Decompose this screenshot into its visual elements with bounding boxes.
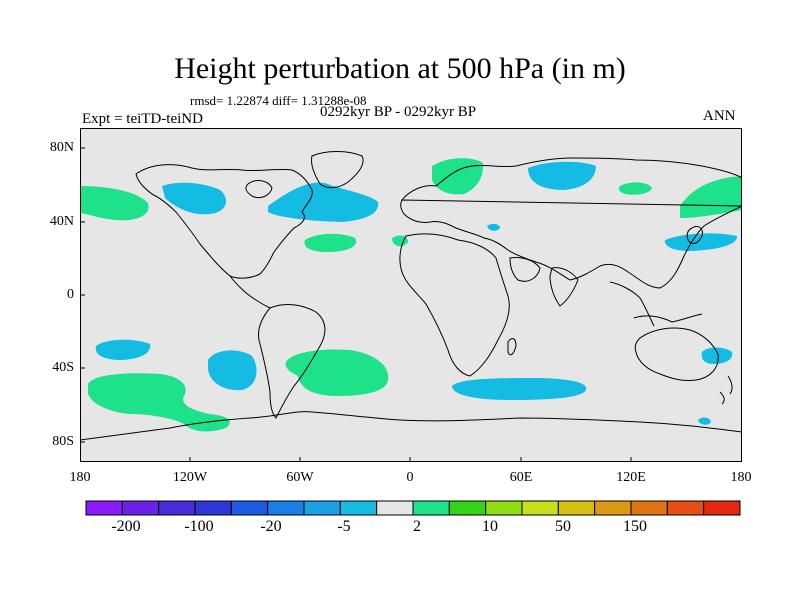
coast-greenland <box>311 151 364 189</box>
lon-label: 120E <box>616 470 646 485</box>
anomaly-region <box>88 373 230 432</box>
colorbar-label: 2 <box>413 518 421 535</box>
stats-text: rmsd= 1.22874 diff= 1.31288e-08 <box>190 93 367 108</box>
period-label: 0292kyr BP - 0292kyr BP <box>320 104 477 120</box>
anomaly-region <box>392 235 408 247</box>
colorbar-label: 10 <box>482 518 498 535</box>
colorbar-label: 150 <box>623 518 647 535</box>
coast-new-zealand <box>719 375 733 405</box>
coast-se-asia <box>609 281 703 327</box>
colorbar-label: -200 <box>111 518 141 535</box>
colorbar-cell <box>158 500 196 516</box>
colorbar-label: -20 <box>260 518 282 535</box>
anomaly-region <box>528 161 596 190</box>
anomaly-region <box>452 378 587 400</box>
coast-arabia <box>509 257 541 282</box>
colorbar-cell <box>303 500 341 516</box>
colorbar-cell <box>630 500 668 516</box>
coast-central-america <box>229 275 271 309</box>
axis-ticks <box>80 147 632 462</box>
anomaly-region <box>664 233 738 251</box>
lat-label: 40N <box>49 214 74 229</box>
anomaly-region <box>208 350 257 391</box>
lon-label: 60E <box>509 470 533 485</box>
anomaly-region <box>701 347 733 364</box>
anomaly-region <box>268 182 379 222</box>
colorbar-label: 50 <box>555 518 571 535</box>
anomaly-layer <box>80 158 742 432</box>
season-label: ANN <box>703 108 736 124</box>
colorbar-cell <box>230 500 269 516</box>
colorbar-label: -100 <box>184 518 214 535</box>
coast-japan <box>686 225 703 244</box>
lat-label: 80N <box>49 140 74 155</box>
coast-hudson-bay <box>245 180 273 199</box>
lon-label: 180 <box>69 470 91 485</box>
colorbar-cell <box>376 500 414 516</box>
colorbar-cell <box>121 500 160 516</box>
coast-north-america <box>135 164 313 279</box>
colorbar <box>85 500 741 516</box>
coast-antarctica <box>80 411 742 441</box>
coast-australia <box>634 327 719 381</box>
coast-south-america <box>257 304 326 419</box>
colorbar-cell <box>557 500 596 516</box>
anomaly-region <box>619 182 652 195</box>
lat-label: 40S <box>52 360 74 375</box>
colorbar-cell <box>666 500 705 516</box>
lon-label: 180 <box>730 470 752 485</box>
colorbar-cell <box>339 500 378 516</box>
colorbar-cell <box>412 500 450 516</box>
anomaly-region <box>432 158 484 195</box>
anomaly-region <box>95 339 151 360</box>
colorbar-cell <box>485 500 523 516</box>
colorbar-cell <box>594 500 632 516</box>
anomaly-region <box>80 186 149 221</box>
coast-india <box>549 267 579 307</box>
anomaly-region <box>162 182 226 215</box>
coast-europe-asia <box>400 157 742 289</box>
anomaly-region <box>698 417 711 425</box>
anomaly-region <box>304 233 357 252</box>
lon-label: 60W <box>286 470 314 485</box>
colorbar-cell <box>194 500 232 516</box>
colorbar-cell <box>448 500 487 516</box>
lat-label: 80S <box>52 434 74 449</box>
colorbar-cell <box>85 500 123 516</box>
lat-label: 0 <box>67 287 74 302</box>
coastlines <box>80 151 742 441</box>
colorbar-cell <box>703 500 741 516</box>
map-panel <box>80 128 742 462</box>
colorbar-label: -5 <box>337 518 351 535</box>
plot-title: Height perturbation at 500 hPa (in m) <box>174 52 626 85</box>
lon-label: 120W <box>172 470 208 485</box>
anomaly-region <box>680 176 742 218</box>
colorbar-cell <box>267 500 305 516</box>
experiment-label: Expt = teiTD-teiND <box>82 111 203 127</box>
coast-madagascar <box>507 338 517 356</box>
lon-label: 0 <box>406 470 414 485</box>
coast-africa <box>399 233 510 377</box>
anomaly-region <box>487 223 500 231</box>
colorbar-cell <box>521 500 559 516</box>
